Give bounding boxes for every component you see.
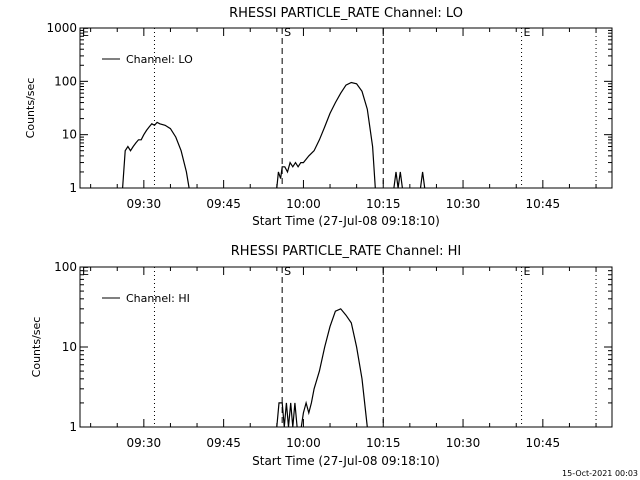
legend-label: Channel: HI: [126, 292, 190, 305]
footer-timestamp: 15-Oct-2021 00:03: [562, 469, 638, 478]
x-tick-label: 10:45: [526, 436, 561, 450]
x-tick-label: 09:45: [206, 436, 241, 450]
x-tick-label: 10:00: [286, 436, 321, 450]
x-tick-label: 10:30: [446, 197, 481, 211]
x-tick-label: 10:30: [446, 436, 481, 450]
y-tick-label: 1: [69, 420, 77, 434]
event-marker-label: E: [82, 265, 89, 278]
x-axis-label: Start Time (27-Jul-08 09:18:10): [252, 214, 440, 228]
series-line: [276, 81, 376, 189]
y-tick-label: 100: [54, 74, 77, 88]
series-line: [300, 308, 368, 428]
plot-frame: [79, 266, 613, 428]
x-tick-label: 09:45: [206, 197, 241, 211]
series-line: [276, 402, 298, 428]
y-tick-label: 1: [69, 181, 77, 195]
event-marker-label: E: [524, 265, 531, 278]
event-marker-label: S: [284, 26, 291, 39]
chart-title: RHESSI PARTICLE_RATE Channel: HI: [231, 244, 461, 259]
series-line: [122, 121, 190, 189]
x-axis-label: Start Time (27-Jul-08 09:18:10): [252, 454, 440, 468]
chart-title: RHESSI PARTICLE_RATE Channel: LO: [229, 6, 463, 21]
x-tick-label: 10:15: [366, 436, 401, 450]
event-marker-label: E: [82, 26, 89, 39]
plot-frame: [79, 27, 613, 189]
x-tick-label: 10:45: [526, 197, 561, 211]
x-tick-label: 09:30: [127, 197, 162, 211]
x-tick-label: 10:00: [286, 197, 321, 211]
hi-channel-panel: RHESSI PARTICLE_RATE Channel: HI Start Ti…: [30, 244, 613, 468]
y-tick-label: 100: [54, 260, 77, 274]
x-tick-label: 10:15: [366, 197, 401, 211]
y-axis-label: Counts/sec: [24, 78, 37, 139]
series-line: [419, 171, 426, 189]
series-line: [393, 171, 403, 189]
lo-channel-panel: RHESSI PARTICLE_RATE Channel: LO Start Ti…: [24, 6, 613, 228]
event-marker-label: E: [524, 26, 531, 39]
y-tick-label: 10: [62, 340, 77, 354]
y-tick-label: 10: [62, 128, 77, 142]
x-tick-label: 09:30: [127, 436, 162, 450]
legend-label: Channel: LO: [126, 53, 193, 66]
y-tick-label: 1000: [46, 21, 77, 35]
event-marker-label: S: [284, 265, 291, 278]
y-axis-label: Counts/sec: [30, 317, 43, 378]
